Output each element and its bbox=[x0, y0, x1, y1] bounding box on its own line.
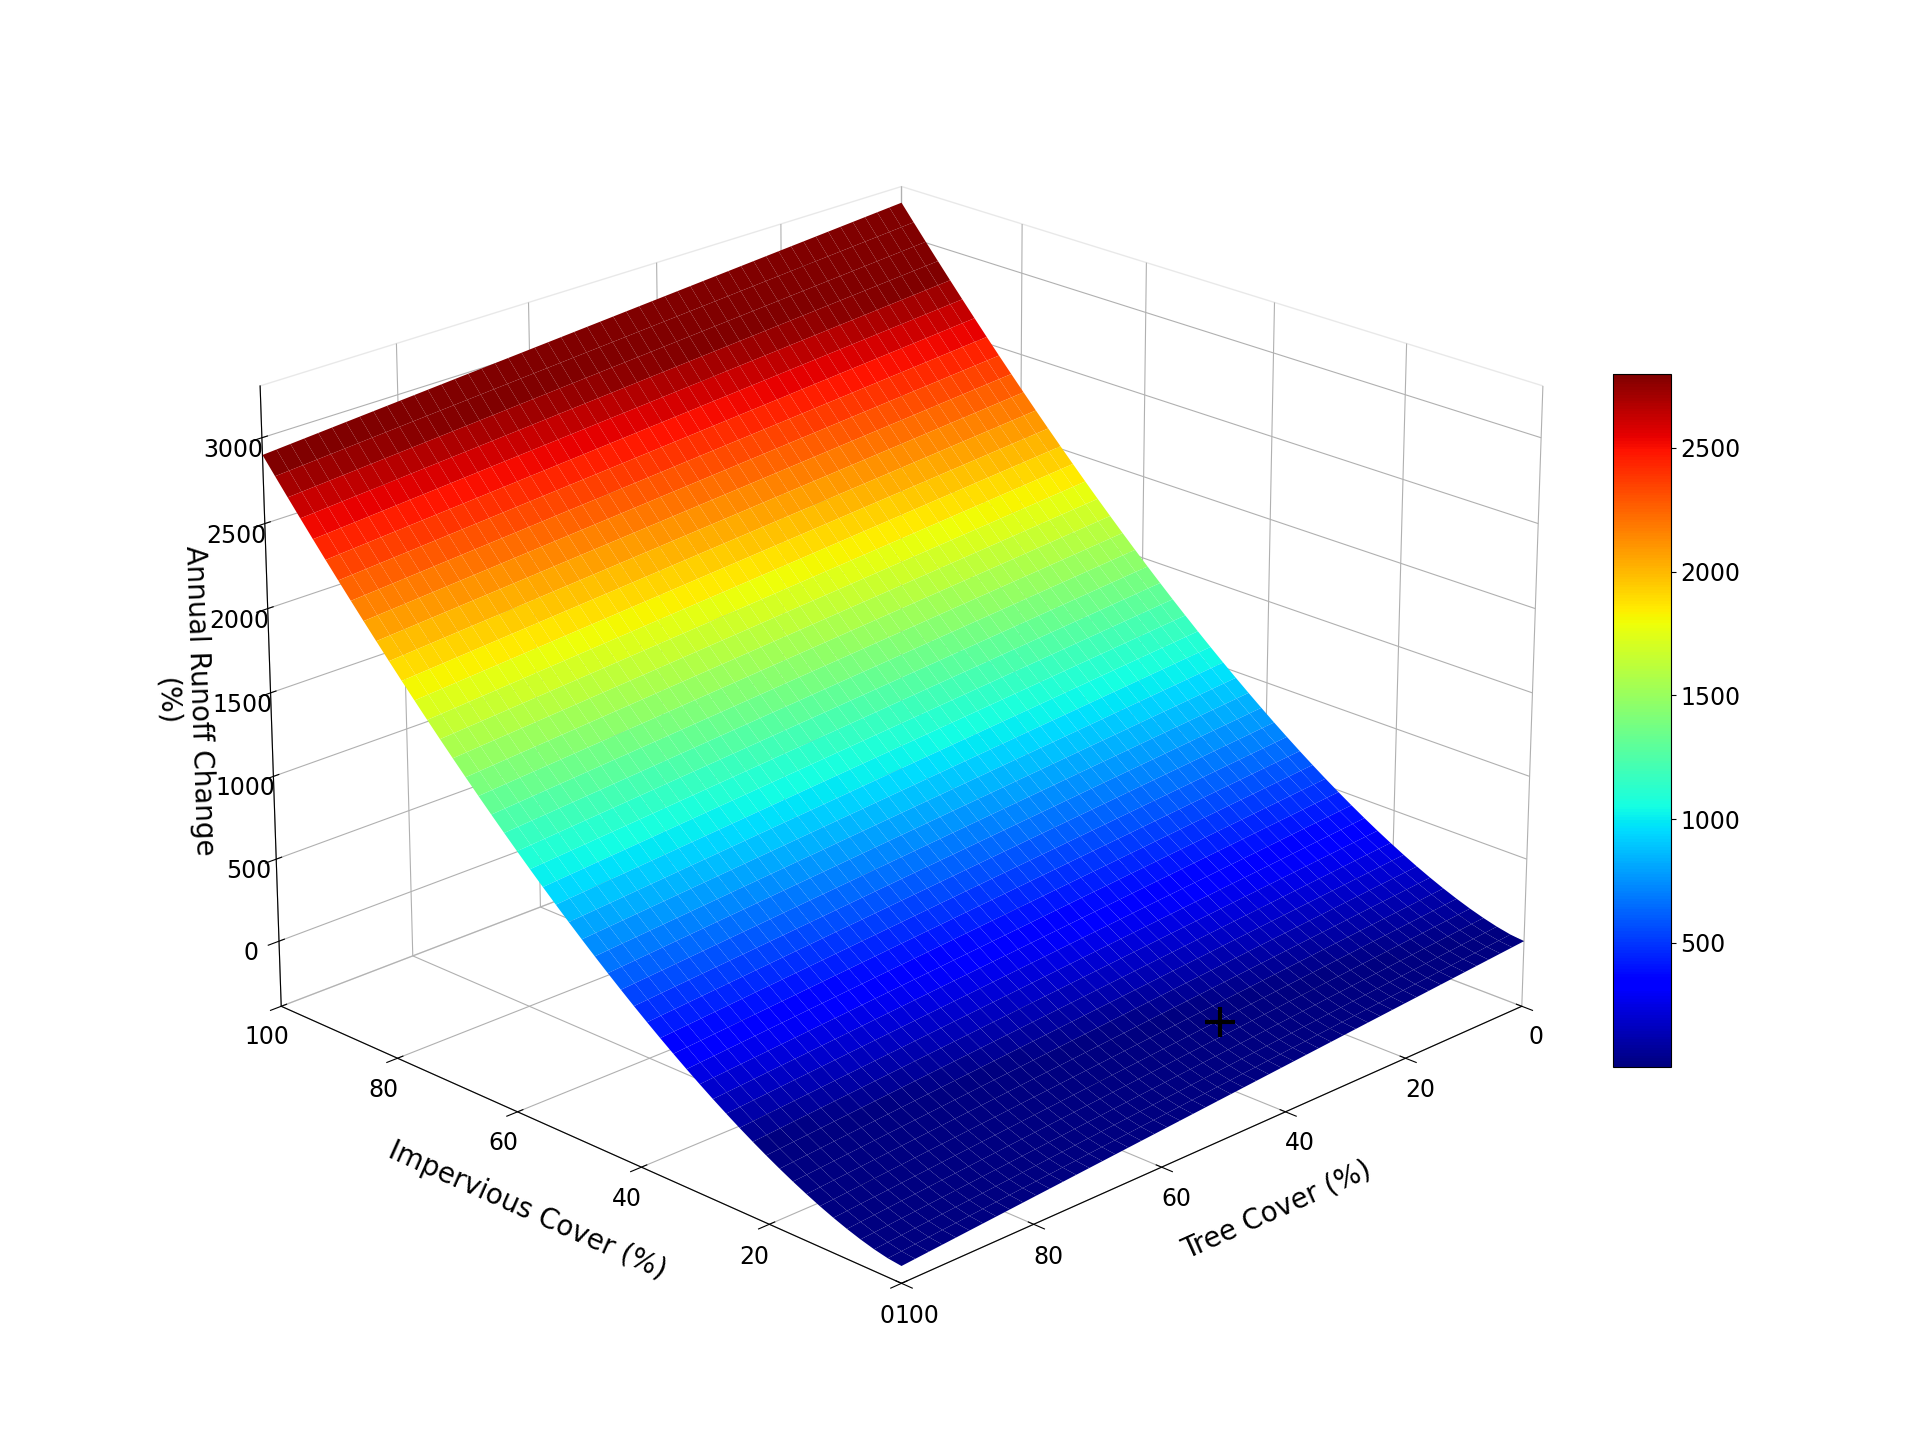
X-axis label: Tree Cover (%): Tree Cover (%) bbox=[1177, 1156, 1375, 1264]
Y-axis label: Impervious Cover (%): Impervious Cover (%) bbox=[384, 1136, 670, 1284]
